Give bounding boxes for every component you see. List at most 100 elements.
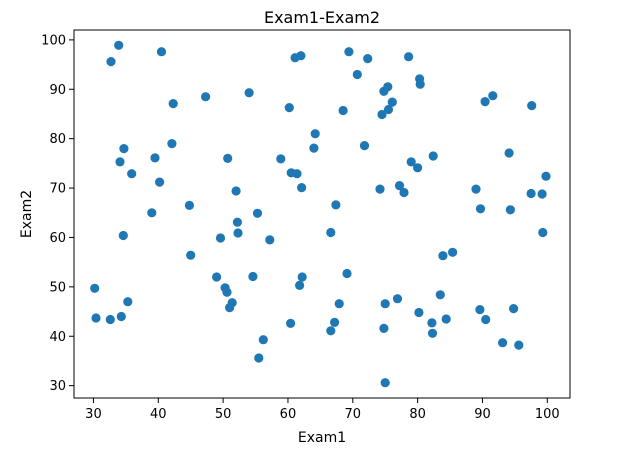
data-point [90,283,100,293]
data-point [334,299,344,309]
y-tick-label: 60 [49,231,66,246]
data-point [147,208,157,218]
data-point [394,181,405,191]
data-point [380,299,390,309]
x-tick-label: 50 [215,407,232,422]
data-point [441,314,451,324]
data-point [471,184,481,194]
data-point [526,188,536,199]
data-point [118,230,128,241]
data-point [352,69,362,80]
data-point [248,271,258,282]
data-point [286,318,296,328]
y-axis-label: Exam2 [19,190,35,238]
data-point [295,280,305,290]
data-point [427,328,438,338]
x-tick-label: 30 [85,407,102,422]
x-tick-label: 100 [535,407,560,422]
data-point [363,54,373,64]
data-point [297,183,307,193]
data-point [383,104,394,115]
data-point [106,57,116,67]
data-point [387,97,397,107]
data-point [232,217,242,227]
data-point [413,163,423,173]
data-point [498,338,508,348]
data-point [330,317,340,327]
data-point [297,272,307,282]
data-point [504,148,514,158]
data-point [344,47,354,57]
x-axis-ticks: 30 40 50 60 70 80 90 100 [85,398,560,422]
data-point [514,340,524,350]
x-axis-label: Exam1 [298,430,346,446]
data-point [276,154,286,164]
data-point [115,157,125,167]
data-point [481,314,491,325]
data-point [480,97,490,107]
data-point [383,82,393,92]
data-point [377,109,387,120]
x-tick-label: 60 [280,407,297,422]
data-point [223,153,233,163]
data-point [156,47,167,57]
data-point [505,205,515,215]
data-point [265,235,275,245]
data-point [254,353,264,363]
data-point [438,251,448,261]
data-point [342,268,352,279]
data-point [359,141,370,151]
data-point [155,177,165,187]
y-tick-label: 40 [49,330,66,345]
data-point [537,189,547,199]
data-point [406,157,416,167]
data-point [167,139,177,149]
points-layer [90,40,551,388]
data-point [435,290,445,300]
data-point [527,101,537,111]
data-point [258,335,268,345]
data-point [284,103,294,113]
y-tick-label: 100 [41,33,66,48]
data-point [541,171,551,181]
data-point [488,91,498,101]
x-tick-label: 80 [409,407,426,422]
data-point [201,92,211,102]
y-tick-label: 70 [49,182,66,197]
data-point [114,40,124,50]
data-point [292,169,302,179]
data-point [475,305,485,315]
data-point [508,304,519,314]
x-tick-label: 70 [345,407,362,422]
data-point [212,272,222,282]
data-point [186,250,196,260]
y-tick-label: 80 [49,132,66,147]
data-point [380,378,390,388]
data-point [310,129,320,139]
data-point [184,200,194,210]
data-point [309,143,319,153]
data-point [326,326,336,336]
data-point [392,294,403,304]
data-point [414,307,424,318]
x-tick-label: 40 [150,407,167,422]
data-point [123,297,133,307]
data-point [475,204,486,214]
chart-title: Exam1-Exam2 [264,8,380,27]
data-point [375,184,385,194]
data-point [168,99,178,109]
data-point [338,105,348,116]
data-point [215,233,226,243]
data-point [105,314,115,325]
data-point [427,318,437,328]
y-tick-label: 90 [49,83,66,98]
x-tick-label: 90 [474,407,491,422]
data-point [222,287,232,297]
data-point [428,151,438,161]
data-point [448,247,458,257]
data-point [119,144,129,154]
plot-area-frame [73,29,571,399]
